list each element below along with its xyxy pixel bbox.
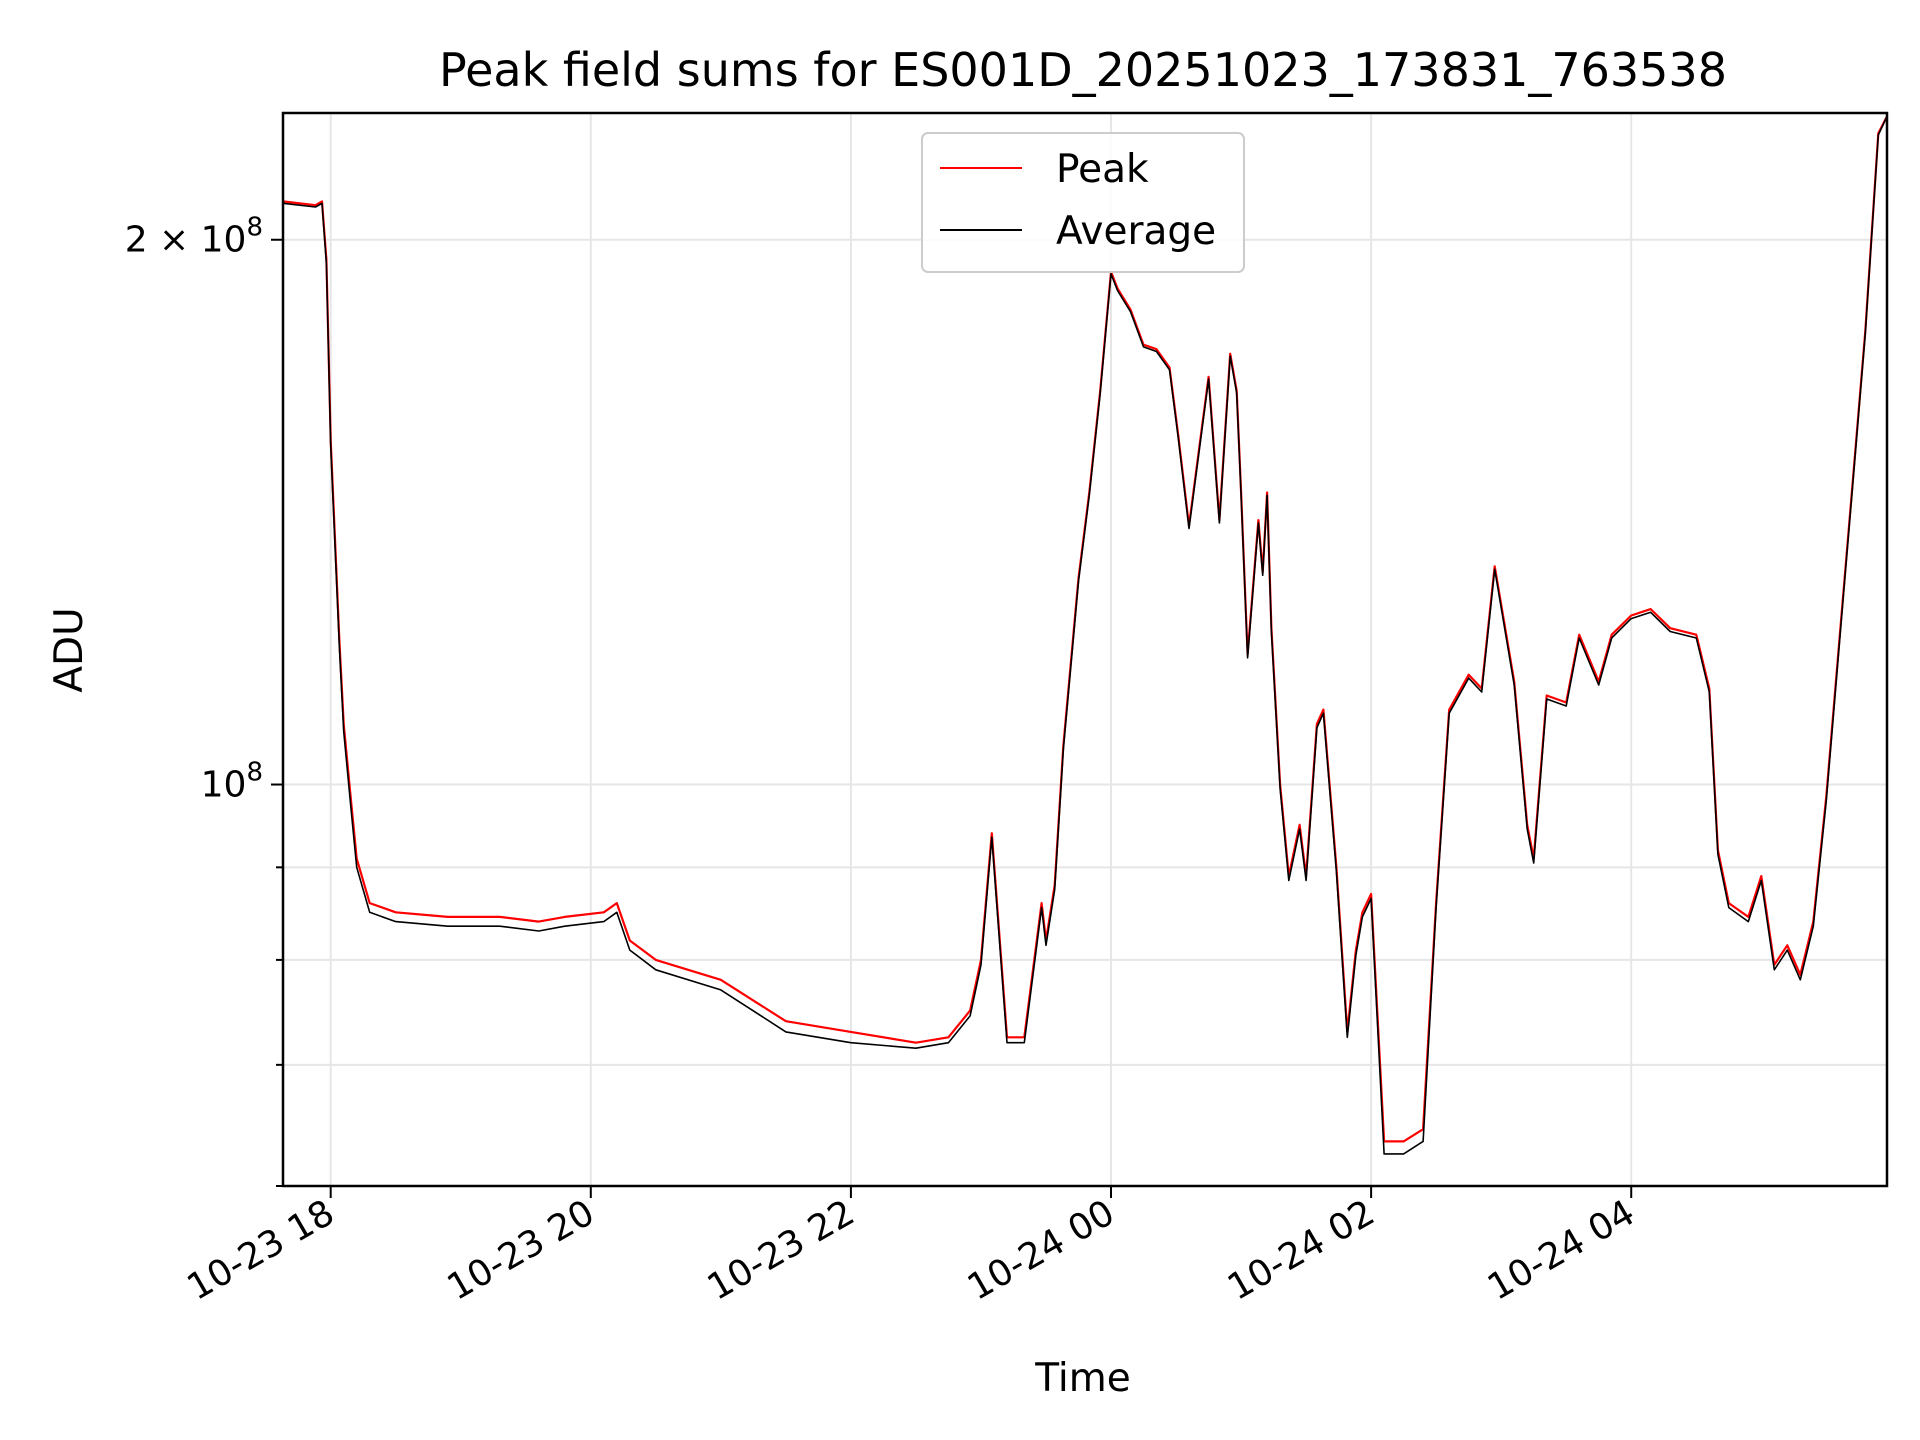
x-tick-label: 10-24 00: [961, 1192, 1122, 1308]
y-tick-label: 108: [201, 758, 263, 806]
legend-label-average: Average: [1056, 209, 1216, 254]
x-axis-label: Time: [1034, 1356, 1130, 1401]
series-layer: [282, 115, 1888, 1155]
x-tick-label: 10-24 04: [1481, 1192, 1642, 1308]
grid-layer: [283, 113, 1887, 1187]
x-tick-label: 10-23 20: [441, 1192, 602, 1308]
x-tick-label: 10-24 02: [1221, 1192, 1382, 1308]
x-tick-label: 10-23 18: [181, 1192, 342, 1308]
y-axis-label: ADU: [47, 607, 92, 692]
series-line-average: [282, 116, 1888, 1155]
y-tick-label: 2 × 108: [125, 213, 263, 261]
chart-title: Peak field sums for ES001D_20251023_1738…: [439, 43, 1727, 97]
tick-layer: 10-23 18 10-23 20 10-23 22 10-24 00 10-24 02…: [125, 213, 1642, 1309]
legend: Peak Average: [921, 132, 1245, 273]
legend-label-peak: Peak: [1056, 147, 1149, 192]
plot-frame: [281, 111, 1889, 1188]
x-tick-label: 10-23 22: [701, 1192, 862, 1308]
